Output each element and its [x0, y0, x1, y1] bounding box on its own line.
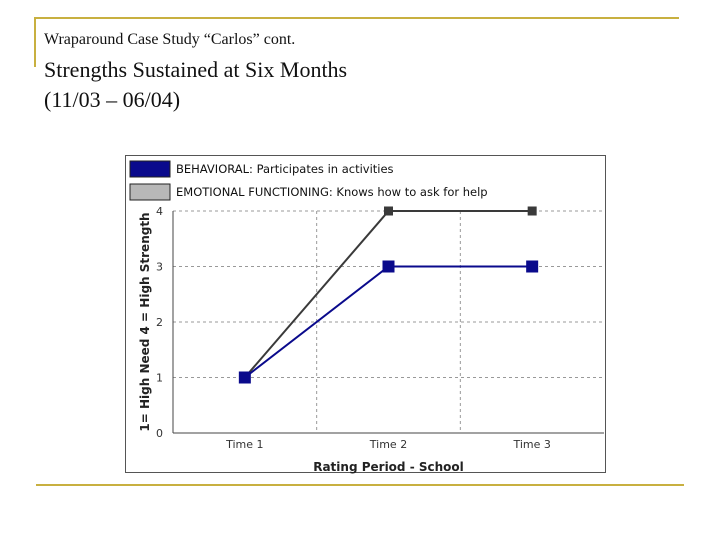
left-rule: [34, 17, 36, 67]
y-axis-title: 1= High Need 4 = High Strength: [138, 212, 152, 431]
series-1-point-1: [238, 371, 251, 384]
series-1-point-3: [526, 260, 539, 273]
x-tick-label-3: Time 3: [512, 438, 550, 451]
line-chart: BEHAVIORAL: Participates in activities EM…: [129, 160, 604, 474]
x-axis-title: Rating Period - School: [313, 460, 464, 474]
slide-title-line2: (11/03 – 06/04): [44, 87, 181, 112]
series-2-point-2: [384, 206, 393, 216]
x-tick-label-1: Time 1: [225, 438, 263, 451]
series-2-point-3: [527, 206, 537, 216]
slide-title: Strengths Sustained at Six Months (11/03…: [44, 55, 347, 115]
legend-label-1: BEHAVIORAL: Participates in activities: [176, 162, 394, 176]
series-line-2: [244, 210, 533, 379]
legend-label-2: EMOTIONAL FUNCTIONING: Knows how to ask …: [176, 185, 488, 199]
series-1-point-2: [382, 260, 395, 273]
y-tick-label-4: 4: [156, 205, 163, 218]
slide-subtitle: Wraparound Case Study “Carlos” cont.: [44, 31, 296, 48]
x-tick-label-2: Time 2: [369, 438, 407, 451]
bottom-rule: [36, 484, 684, 486]
y-tick-label-3: 3: [156, 261, 163, 274]
top-rule: [34, 17, 679, 19]
y-tick-label-1: 1: [156, 372, 163, 385]
slide-title-line1: Strengths Sustained at Six Months: [44, 57, 348, 82]
y-tick-label-0: 0: [156, 427, 163, 440]
legend-swatch-2: [129, 183, 171, 201]
y-tick-label-2: 2: [156, 316, 163, 329]
chart-container: BEHAVIORAL: Participates in activities EM…: [125, 155, 606, 474]
legend-swatch-1: [129, 160, 171, 178]
